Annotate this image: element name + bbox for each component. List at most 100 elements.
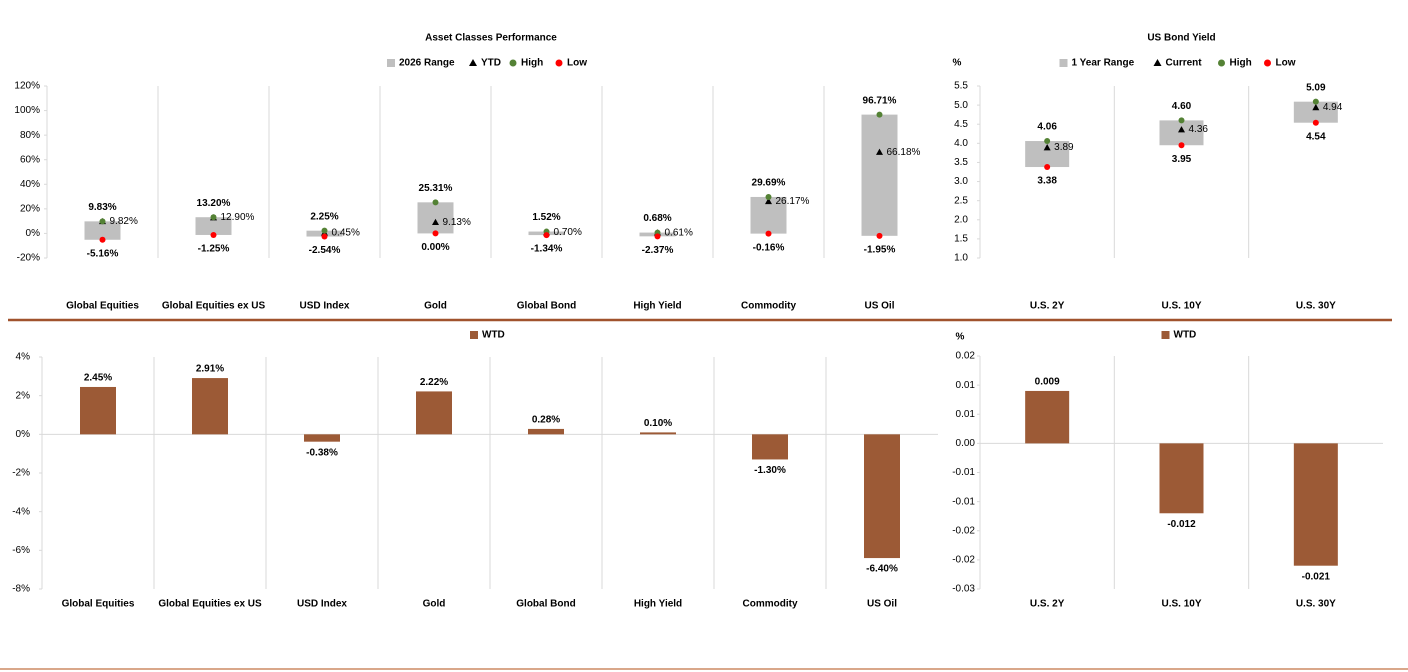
ytd-label: 4.94 <box>1323 102 1343 113</box>
x-tick-label: Global Equities ex US <box>158 599 262 610</box>
high-marker <box>876 111 883 118</box>
y-tick-label: -6% <box>12 545 30 556</box>
low-label: -1.95% <box>864 244 896 255</box>
high-label: 96.71% <box>863 95 897 106</box>
y-tick-label: 0% <box>16 429 31 440</box>
legend-label: YTD <box>481 58 501 69</box>
y-tick-label: 80% <box>20 130 40 141</box>
low-marker <box>1044 164 1051 171</box>
legend-label: 1 Year Range <box>1072 58 1135 69</box>
legend-symbol <box>469 59 477 66</box>
ytd-marker <box>1178 126 1185 133</box>
bar <box>752 434 788 460</box>
legend-label: High <box>1230 58 1252 69</box>
y-tick-label: 2.0 <box>954 214 968 225</box>
y-tick-label: 100% <box>14 105 40 116</box>
low-label: -5.16% <box>87 248 119 259</box>
legend-label: WTD <box>1174 330 1197 341</box>
high-label: 25.31% <box>419 183 453 194</box>
high-label: 29.69% <box>752 178 786 189</box>
value-label: -0.021 <box>1302 571 1331 582</box>
low-marker <box>432 230 439 237</box>
low-marker <box>210 231 217 238</box>
ytd-label: 9.82% <box>110 216 138 227</box>
y-tick-label: 3.0 <box>954 176 968 187</box>
low-label: 3.38 <box>1037 176 1057 187</box>
value-label: -1.30% <box>754 465 786 476</box>
legend-label: WTD <box>482 330 505 341</box>
y-tick-label: 0.01 <box>956 409 976 420</box>
ytd-label: 0.61% <box>665 227 693 238</box>
bar <box>1159 443 1204 514</box>
x-tick-label: US Oil <box>867 599 897 610</box>
ytd-label: 4.36 <box>1189 124 1209 135</box>
y-tick-label: -0.02 <box>952 525 975 536</box>
y-tick-label: 2.5 <box>954 195 968 206</box>
bar <box>1293 443 1338 566</box>
ytd-marker <box>765 197 772 205</box>
range-bar <box>84 221 121 240</box>
x-tick-label: USD Index <box>299 301 349 312</box>
value-label: -6.40% <box>866 564 898 575</box>
x-tick-label: U.S. 10Y <box>1161 599 1201 610</box>
value-label: -0.012 <box>1167 519 1196 530</box>
low-label: -2.37% <box>642 245 674 256</box>
bar <box>1025 390 1070 444</box>
x-tick-label: U.S. 30Y <box>1296 301 1336 312</box>
chart-title: Asset Classes Performance <box>425 33 557 44</box>
range-bar <box>1159 120 1204 146</box>
legend-label: Low <box>1276 58 1296 69</box>
legend-label: 2026 Range <box>399 58 455 69</box>
value-label: -0.38% <box>306 447 338 458</box>
x-tick-label: High Yield <box>634 599 682 610</box>
x-tick-label: U.S. 2Y <box>1030 301 1065 312</box>
y-tick-label: -2% <box>12 468 30 479</box>
low-label: -1.34% <box>531 244 563 255</box>
high-marker <box>210 214 217 221</box>
y-tick-label: 40% <box>20 179 40 190</box>
low-label: 4.54 <box>1306 131 1326 142</box>
low-label: 3.95 <box>1172 154 1192 165</box>
ytd-label: 66.18% <box>887 147 921 158</box>
chart-title: US Bond Yield <box>1147 33 1215 44</box>
y-tick-label: 2% <box>16 390 31 401</box>
value-label: 0.28% <box>532 415 560 426</box>
ytd-label: 12.90% <box>221 212 255 223</box>
legend-symbol <box>1059 59 1068 67</box>
legend-symbol <box>509 59 517 67</box>
high-marker <box>1312 98 1319 105</box>
high-label: 13.20% <box>197 198 231 209</box>
x-tick-label: Global Equities ex US <box>162 301 266 312</box>
legend-symbol <box>1264 59 1271 67</box>
high-label: 4.60 <box>1172 101 1192 112</box>
range-bar <box>195 217 232 235</box>
low-marker <box>543 232 550 239</box>
low-marker <box>321 233 328 240</box>
y-tick-label: -0.02 <box>952 555 975 566</box>
high-marker <box>432 199 439 206</box>
y-tick-label: 120% <box>14 81 40 92</box>
high-marker <box>765 193 772 200</box>
x-tick-label: High Yield <box>633 301 681 312</box>
range-bar <box>861 114 898 236</box>
y-tick-label: 0% <box>26 228 41 239</box>
bar <box>864 434 900 559</box>
bar <box>640 432 676 435</box>
high-label: 9.83% <box>88 202 116 213</box>
y-tick-label: -0.01 <box>952 496 975 507</box>
high-marker <box>1044 138 1051 145</box>
legend-label: Current <box>1166 58 1203 69</box>
ytd-marker <box>1043 144 1051 151</box>
bar <box>528 428 564 435</box>
y-tick-label: 1.0 <box>954 253 968 264</box>
low-label: 0.00% <box>421 242 449 253</box>
low-marker <box>765 230 772 237</box>
y-tick-label: 0.00 <box>956 438 976 449</box>
y-tick-label: 3.5 <box>954 157 968 168</box>
y-unit: % <box>953 58 962 69</box>
x-tick-label: US Oil <box>864 301 894 312</box>
bar <box>416 391 452 435</box>
y-tick-label: -4% <box>12 506 30 517</box>
legend-symbol <box>1218 59 1225 67</box>
